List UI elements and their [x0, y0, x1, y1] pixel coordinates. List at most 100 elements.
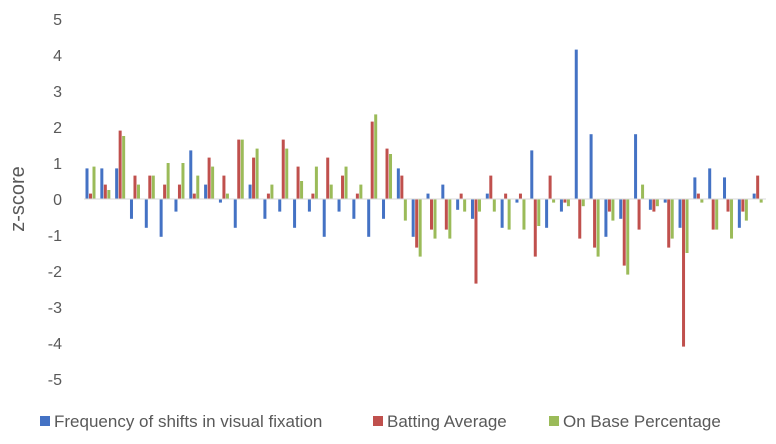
bar-series-2 — [207, 157, 211, 199]
legend-swatch — [373, 416, 383, 426]
bar-series-3 — [507, 199, 511, 230]
bar-series-1 — [159, 199, 163, 237]
bar-series-2 — [430, 199, 433, 230]
bar-series-2 — [607, 199, 611, 212]
y-axis-title: z-score — [7, 166, 29, 232]
y-axis-ticks: 5 4 3 2 1 0 -1 -2 -3 -4 -5 — [48, 12, 62, 389]
bar-series-2 — [400, 175, 404, 199]
bar-series-2 — [252, 157, 256, 199]
legend-swatch — [549, 416, 559, 426]
bar-series-1 — [634, 134, 638, 199]
bar-series-2 — [192, 193, 196, 199]
bar-series-1 — [85, 168, 89, 199]
bar-series-2 — [148, 175, 152, 199]
bar-series-1 — [648, 199, 652, 210]
bar-series-3 — [641, 184, 645, 199]
bar-series-3 — [670, 199, 674, 239]
bar-series-3 — [596, 199, 600, 257]
bar-series-1 — [530, 150, 534, 199]
bar-series-2 — [667, 199, 671, 248]
bar-series-3 — [270, 184, 274, 199]
bar-series-1 — [263, 199, 267, 219]
bar-series-3 — [744, 199, 748, 221]
bar-series-1 — [248, 184, 252, 199]
bar-series-1 — [545, 199, 549, 228]
bar-series-3 — [211, 166, 215, 199]
bar-series-2 — [578, 199, 582, 239]
y-tick-label: -1 — [48, 228, 62, 245]
legend-label: Frequency of shifts in visual fixation — [54, 412, 322, 431]
bar-series-3 — [433, 199, 437, 239]
bar-series-3 — [300, 181, 304, 199]
bar-series-1 — [737, 199, 741, 228]
bar-series-1 — [204, 184, 208, 199]
bar-series-3 — [626, 199, 630, 275]
bar-series-3 — [655, 199, 659, 207]
bar-series-1 — [559, 199, 563, 212]
bar-series-1 — [233, 199, 237, 228]
bar-series-1 — [144, 199, 148, 228]
bar-series-2 — [385, 148, 389, 199]
bar-series-3 — [552, 199, 556, 203]
bar-series-3 — [403, 199, 407, 221]
bar-series-1 — [278, 199, 282, 212]
bar-series-3 — [537, 199, 541, 226]
bar-series-1 — [441, 184, 445, 199]
bar-series-1 — [470, 199, 474, 219]
bar-series-2 — [415, 199, 419, 248]
bar-series-3 — [700, 199, 704, 203]
bar-series-2 — [296, 166, 300, 199]
bar-series-3 — [374, 114, 378, 199]
bar-series-3 — [151, 175, 155, 199]
y-tick-label: 1 — [53, 156, 62, 173]
bar-series-3 — [344, 166, 348, 199]
bar-series-2 — [118, 130, 122, 199]
y-tick-label: 5 — [53, 12, 62, 29]
bar-series-3 — [522, 199, 526, 230]
bar-series-3 — [240, 139, 244, 199]
bars-group — [85, 49, 763, 347]
bar-series-2 — [682, 199, 686, 347]
y-tick-label: -2 — [48, 264, 62, 281]
bar-series-2 — [89, 193, 92, 199]
bar-series-2 — [341, 175, 345, 199]
bar-series-3 — [314, 166, 318, 199]
bar-series-2 — [177, 184, 181, 199]
bar-series-1 — [619, 199, 623, 219]
bar-series-2 — [548, 175, 552, 199]
bar-series-3 — [329, 184, 333, 199]
bar-series-1 — [515, 199, 519, 203]
bar-series-2 — [637, 199, 641, 230]
bar-series-2 — [281, 139, 285, 199]
bar-series-3 — [477, 199, 481, 212]
bar-series-3 — [418, 199, 422, 257]
bar-series-3 — [122, 136, 126, 199]
bar-series-2 — [533, 199, 537, 257]
bar-series-2 — [163, 184, 167, 199]
bar-series-3 — [181, 163, 185, 199]
bar-series-2 — [726, 199, 730, 212]
bar-series-1 — [115, 168, 119, 199]
bar-series-2 — [756, 175, 760, 199]
bar-series-1 — [456, 199, 460, 210]
bar-series-2 — [444, 199, 448, 230]
bar-series-1 — [100, 168, 104, 199]
legend-swatch — [40, 416, 50, 426]
bar-series-1 — [500, 199, 504, 228]
bar-series-3 — [759, 199, 763, 203]
y-tick-label: -4 — [48, 336, 62, 353]
bar-series-2 — [696, 193, 700, 199]
bar-series-2 — [355, 193, 359, 199]
y-tick-label: -3 — [48, 300, 62, 317]
bar-series-2 — [266, 193, 270, 199]
bar-series-3 — [685, 199, 689, 253]
y-tick-label: 4 — [53, 48, 62, 65]
bar-series-1 — [218, 199, 222, 203]
bar-series-2 — [474, 199, 478, 284]
bar-series-2 — [711, 199, 715, 230]
bar-series-1 — [574, 49, 578, 199]
bar-series-3 — [285, 148, 289, 199]
y-tick-label: -5 — [48, 372, 62, 389]
legend-label: On Base Percentage — [563, 412, 721, 431]
